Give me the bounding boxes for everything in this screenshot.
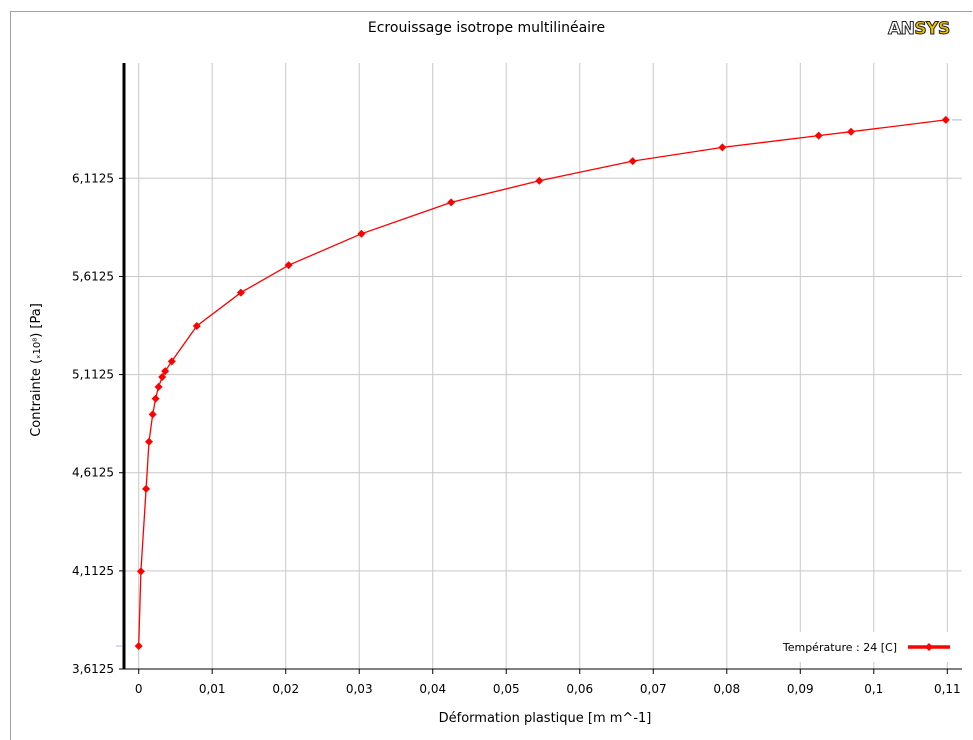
y-label-text: Contrainte ( — [29, 359, 44, 437]
series-layer — [116, 115, 962, 650]
data-point — [158, 373, 167, 382]
x-tick-label: 0,02 — [272, 682, 299, 696]
data-point — [167, 357, 176, 366]
chart-title: Ecrouissage isotrope multilinéaire — [367, 20, 606, 36]
logo-part-sys: SYS — [914, 19, 951, 40]
y-tick-label: 3,6125 — [72, 662, 114, 676]
axes — [119, 63, 962, 674]
data-point — [357, 229, 366, 238]
data-point — [628, 157, 637, 166]
x-tick-label: 0,05 — [493, 682, 520, 696]
data-point — [192, 322, 201, 331]
data-point — [148, 410, 157, 419]
legend-marker — [925, 643, 933, 651]
data-point — [941, 115, 950, 124]
y-tick-label: 5,1125 — [72, 368, 114, 382]
x-tick-label: 0,08 — [713, 682, 740, 696]
y-axis-label: Contrainte (ₓ10⁸) [Pa] — [29, 303, 44, 437]
chart-frame — [10, 11, 972, 740]
data-point — [142, 484, 151, 493]
y-tick-label: 4,1125 — [72, 564, 114, 578]
data-point — [236, 288, 245, 297]
x-axis-label: Déformation plastique [m m^-1] — [439, 711, 652, 726]
data-point — [447, 198, 456, 207]
grid — [124, 63, 962, 670]
series-line — [138, 119, 946, 646]
data-point — [134, 641, 143, 650]
data-point — [814, 131, 823, 140]
data-point — [847, 127, 856, 136]
x-tick-label: 0,03 — [346, 682, 373, 696]
legend: Température : 24 [C] — [740, 632, 955, 662]
y-tick-label: 5,6125 — [72, 269, 114, 283]
y-label-unit: ) [Pa] — [29, 303, 44, 338]
data-point — [535, 176, 544, 185]
legend-label: Température : 24 [C] — [782, 641, 897, 654]
tick-labels: 0 0,01 0,02 0,03 0,04 0,05 0,06 0,07 0,08 0,09 0,1… — [72, 171, 961, 696]
ansys-logo: ANSYS — [887, 19, 951, 40]
x-tick-label: 0 — [135, 682, 143, 696]
x-tick-label: 0,11 — [934, 682, 961, 696]
data-point — [161, 367, 170, 376]
x-tick-label: 0,07 — [640, 682, 667, 696]
x-tick-label: 0,09 — [787, 682, 814, 696]
y-tick-label: 6,1125 — [72, 171, 114, 185]
y-tick-label: 4,6125 — [72, 466, 114, 480]
x-tick-label: 0,01 — [199, 682, 226, 696]
data-point — [151, 394, 160, 403]
x-tick-label: 0,04 — [419, 682, 446, 696]
data-point — [284, 261, 293, 270]
x-tick-label: 0,06 — [566, 682, 593, 696]
data-point — [144, 437, 153, 446]
data-point — [136, 567, 145, 576]
x-tick-label: 0,1 — [864, 682, 883, 696]
logo-part-an: AN — [887, 19, 915, 40]
data-point — [718, 143, 727, 152]
y-label-multiplier: ₓ10⁸ — [32, 338, 43, 359]
data-point — [154, 382, 163, 391]
